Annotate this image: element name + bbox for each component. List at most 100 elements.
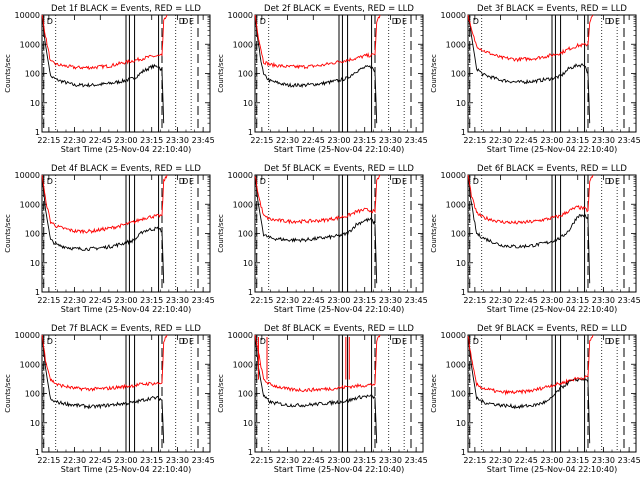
x-tick-label: 22:15 xyxy=(250,296,273,305)
chart-title: Det 3f BLACK = Events, RED = LLD xyxy=(477,4,627,14)
x-axis-label: Start Time (25-Nov-04 22:10:40) xyxy=(274,465,404,474)
y-tick-label: 1000 xyxy=(20,360,40,369)
x-tick-label: 23:45 xyxy=(618,296,640,305)
x-tick-label: 22:15 xyxy=(37,456,60,465)
period-marker: D xyxy=(260,17,266,26)
x-tick-label: 23:00 xyxy=(114,456,137,465)
chart-panel: Det 7f BLACK = Events, RED = LLD Counts/s… xyxy=(4,324,215,474)
y-tick-label: 1000 xyxy=(446,360,466,369)
period-marker: D xyxy=(473,337,479,346)
events-series-line xyxy=(467,334,591,444)
period-marker: E xyxy=(615,177,620,186)
lld-series-line xyxy=(254,174,381,225)
lld-series-line xyxy=(467,174,594,225)
chart-title: Det 4f BLACK = Events, RED = LLD xyxy=(51,164,201,174)
events-series-line xyxy=(41,174,165,284)
x-axis-label: Start Time (25-Nov-04 22:10:40) xyxy=(61,145,191,154)
chart-panel: Det 9f BLACK = Events, RED = LLD Counts/s… xyxy=(430,324,640,474)
period-marker: D xyxy=(260,177,266,186)
x-tick-label: 23:30 xyxy=(379,296,402,305)
x-tick-label: 23:00 xyxy=(114,296,137,305)
x-tick-label: 22:15 xyxy=(463,136,486,145)
x-tick-label: 23:15 xyxy=(566,296,589,305)
x-tick-label: 23:45 xyxy=(618,136,640,145)
y-tick-label: 10000 xyxy=(15,11,40,20)
x-tick-label: 23:30 xyxy=(166,136,189,145)
period-marker: D xyxy=(182,17,188,26)
chart-title: Det 8f BLACK = Events, RED = LLD xyxy=(264,324,414,334)
y-tick-label: 10 xyxy=(30,419,40,428)
period-marker: D xyxy=(392,177,398,186)
lld-series-line xyxy=(467,334,594,396)
x-tick-label: 22:30 xyxy=(63,136,86,145)
y-axis-label: Counts/sec xyxy=(217,374,225,413)
period-marker: E xyxy=(615,17,620,26)
x-tick-label: 23:00 xyxy=(327,296,350,305)
y-tick-label: 1000 xyxy=(446,200,466,209)
y-tick-label: 1 xyxy=(248,128,253,137)
x-tick-label: 22:30 xyxy=(489,456,512,465)
x-tick-label: 23:30 xyxy=(166,456,189,465)
x-tick-label: 23:00 xyxy=(114,136,137,145)
y-axis-label: Counts/sec xyxy=(4,54,12,93)
chart-panel: Det 2f BLACK = Events, RED = LLD Counts/s… xyxy=(217,4,428,154)
events-series-line xyxy=(254,174,378,284)
x-axis-label: Start Time (25-Nov-04 22:10:40) xyxy=(274,145,404,154)
period-marker: D xyxy=(179,17,185,26)
period-marker: D xyxy=(395,17,401,26)
x-tick-label: 23:00 xyxy=(540,296,563,305)
x-tick-label: 22:15 xyxy=(463,296,486,305)
x-tick-label: 23:15 xyxy=(566,456,589,465)
lld-series-line xyxy=(467,14,594,63)
period-marker: E xyxy=(189,177,194,186)
y-tick-label: 10000 xyxy=(228,11,253,20)
x-tick-label: 23:00 xyxy=(540,456,563,465)
y-axis-label: Counts/sec xyxy=(430,214,438,253)
y-tick-label: 10 xyxy=(243,259,253,268)
y-axis-label: Counts/sec xyxy=(4,374,12,413)
period-marker: D xyxy=(47,177,53,186)
events-series-line xyxy=(254,334,378,444)
x-tick-label: 22:15 xyxy=(37,136,60,145)
events-series-line xyxy=(467,14,591,124)
period-marker: E xyxy=(402,17,407,26)
y-tick-label: 10 xyxy=(243,99,253,108)
y-tick-label: 1000 xyxy=(233,200,253,209)
period-marker: E xyxy=(615,337,620,346)
y-tick-label: 10000 xyxy=(441,331,466,340)
lld-series-line xyxy=(41,174,168,235)
chart-title: Det 7f BLACK = Events, RED = LLD xyxy=(51,324,201,334)
period-marker: D xyxy=(179,177,185,186)
x-tick-label: 23:45 xyxy=(192,456,215,465)
y-tick-label: 100 xyxy=(238,70,253,79)
y-tick-label: 1000 xyxy=(446,40,466,49)
y-tick-label: 1 xyxy=(35,128,40,137)
y-axis-label: Counts/sec xyxy=(4,214,12,253)
period-marker: D xyxy=(395,177,401,186)
y-tick-label: 1000 xyxy=(233,40,253,49)
x-tick-label: 23:15 xyxy=(140,456,163,465)
period-marker: D xyxy=(608,337,614,346)
y-axis-label: Counts/sec xyxy=(430,54,438,93)
events-series-line xyxy=(41,16,165,124)
period-marker: D xyxy=(605,177,611,186)
y-tick-label: 10 xyxy=(30,259,40,268)
lld-series-line xyxy=(41,14,168,71)
y-axis-label: Counts/sec xyxy=(430,374,438,413)
y-tick-label: 10000 xyxy=(15,171,40,180)
x-tick-label: 23:00 xyxy=(540,136,563,145)
period-marker: D xyxy=(182,337,188,346)
x-axis-label: Start Time (25-Nov-04 22:10:40) xyxy=(487,145,617,154)
y-axis-label: Counts/sec xyxy=(217,214,225,253)
chart-title: Det 6f BLACK = Events, RED = LLD xyxy=(477,164,627,174)
x-tick-label: 22:45 xyxy=(302,456,325,465)
x-tick-label: 22:15 xyxy=(37,296,60,305)
y-tick-label: 10000 xyxy=(15,331,40,340)
x-tick-label: 22:15 xyxy=(250,136,273,145)
y-tick-label: 10 xyxy=(456,259,466,268)
x-tick-label: 22:45 xyxy=(302,296,325,305)
x-tick-label: 23:15 xyxy=(140,296,163,305)
chart-panel: Det 6f BLACK = Events, RED = LLD Counts/s… xyxy=(430,164,640,314)
x-tick-label: 23:45 xyxy=(405,136,428,145)
